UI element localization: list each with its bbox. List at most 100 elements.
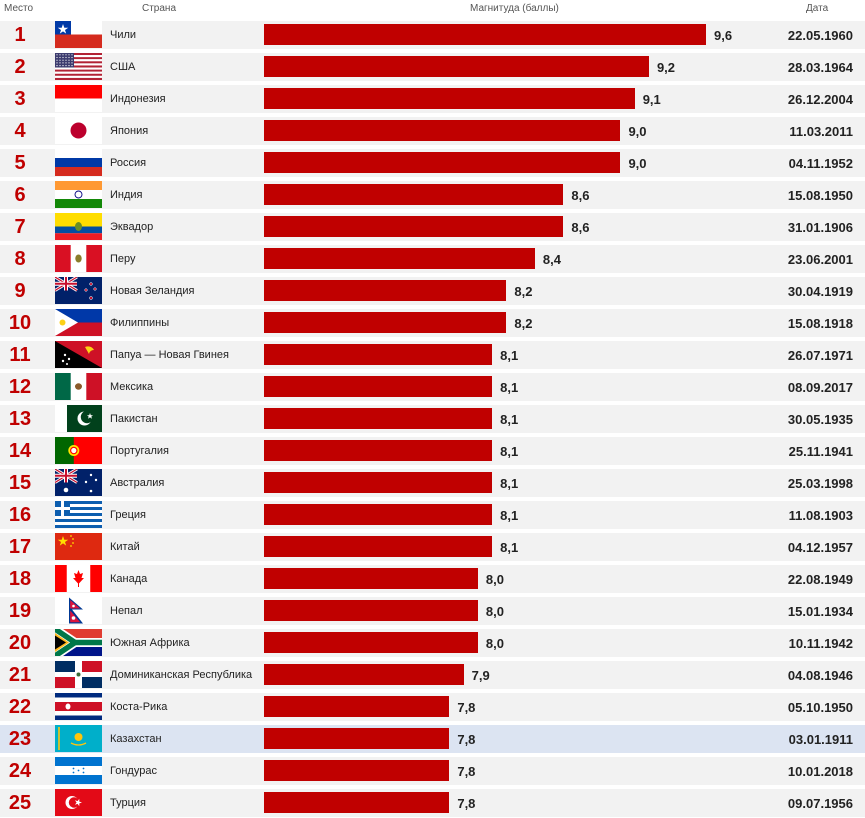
magnitude-bar: [264, 568, 478, 589]
country-label: Доминиканская Республика: [110, 669, 253, 681]
magnitude-bar: [264, 632, 478, 653]
magnitude-bar: [264, 376, 493, 397]
date-label: 10.11.1942: [788, 636, 853, 651]
magnitude-bar: [264, 152, 621, 173]
rank-label: 11: [9, 344, 31, 366]
date-label: 26.12.2004: [787, 92, 853, 107]
table-row: 23 Казахстан 7,8 03.01.1911: [0, 725, 865, 753]
india-flag: [55, 181, 102, 208]
country-label: Мексика: [110, 381, 154, 393]
australia-flag: [55, 469, 102, 496]
new-zealand-flag: [55, 277, 102, 304]
date-label: 22.08.1949: [787, 572, 853, 587]
table-row: 12 Мексика 8,1 08.09.2017: [0, 373, 865, 401]
country-label: Южная Африка: [110, 637, 190, 649]
country-label: Казахстан: [110, 733, 162, 745]
date-label: 04.08.1946: [787, 668, 853, 683]
magnitude-value-label: 8,2: [514, 284, 533, 299]
country-label: Россия: [110, 157, 147, 169]
magnitude-bar: [264, 408, 493, 429]
rank-label: 21: [8, 664, 32, 686]
country-label: Папуа — Новая Гвинея: [110, 349, 229, 361]
magnitude-bar: [264, 504, 493, 525]
table-row: 22 Коста-Рика 7,8 05.10.1950: [0, 693, 865, 721]
magnitude-bar: [264, 344, 493, 365]
papua-new-guinea-flag: [55, 341, 102, 368]
magnitude-value-label: 7,8: [457, 732, 476, 747]
rank-label: 22: [8, 696, 32, 718]
costa-rica-flag: [55, 693, 102, 720]
country-label: Португалия: [110, 445, 169, 457]
table-row: 2 США 9,2 28.03.1964: [0, 53, 865, 81]
rank-label: 19: [8, 600, 32, 622]
table-row: 3 Индонезия 9,1 26.12.2004: [0, 85, 865, 113]
magnitude-bar: [264, 600, 478, 621]
dominican-republic-flag: [55, 661, 102, 688]
table-row: 10 Филиппины 8,2 15.08.1918: [0, 309, 865, 337]
magnitude-bar: [264, 120, 621, 141]
rank-label: 16: [8, 504, 32, 526]
rank-label: 9: [14, 280, 26, 302]
japan-flag: [55, 117, 102, 144]
rank-label: 24: [8, 760, 32, 782]
rank-label: 10: [8, 312, 32, 334]
date-label: 26.07.1971: [787, 348, 853, 363]
date-label: 03.01.1911: [788, 732, 853, 747]
rank-label: 8: [14, 248, 26, 270]
magnitude-value-label: 8,6: [571, 188, 590, 203]
magnitude-bar: [264, 536, 493, 557]
table-row: 18 Канада 8,0 22.08.1949: [0, 565, 865, 593]
rank-label: 4: [14, 120, 26, 142]
magnitude-value-label: 9,2: [656, 60, 676, 75]
magnitude-value-label: 7,8: [457, 700, 476, 715]
country-label: Китай: [110, 541, 140, 553]
magnitude-bar: [264, 728, 450, 749]
date-label: 25.11.1941: [788, 444, 853, 459]
magnitude-bar: [264, 440, 493, 461]
table-row: 16 Греция 8,1 11.08.1903: [0, 501, 865, 529]
country-label: Непал: [110, 605, 143, 617]
nepal-flag: [55, 597, 102, 624]
country-label: Австралия: [110, 477, 165, 489]
table-row: 13 Пакистан 8,1 30.05.1935: [0, 405, 865, 433]
date-label: 10.01.2018: [787, 764, 853, 779]
magnitude-value-label: 8,4: [542, 252, 561, 267]
table-row: 21 Доминиканская Республика 7,9 04.08.1946: [0, 661, 865, 689]
table-row: 7 Эквадор 8,6 31.01.1906: [0, 213, 865, 241]
rank-label: 13: [8, 408, 32, 430]
country-label: Индия: [110, 189, 143, 201]
rank-label: 12: [8, 376, 32, 398]
country-label: Индонезия: [110, 93, 166, 105]
ecuador-flag: [55, 213, 102, 240]
table-row: 6 Индия 8,6 15.08.1950: [0, 181, 865, 209]
country-label: Гондурас: [110, 765, 157, 777]
canada-flag: [55, 565, 102, 592]
philippines-flag: [55, 309, 102, 336]
table-row: 25 Турция 7,8 09.07.1956: [0, 789, 865, 817]
date-label: 09.07.1956: [787, 796, 853, 811]
table-row: 9 Новая Зеландия 8,2 30.04.1919: [0, 277, 865, 305]
peru-flag: [55, 245, 102, 272]
date-label: 25.03.1998: [787, 476, 853, 491]
rank-label: 2: [14, 56, 26, 78]
country-label: Канада: [110, 573, 148, 585]
magnitude-value-label: 8,1: [500, 444, 519, 459]
magnitude-value-label: 8,6: [571, 220, 590, 235]
rank-label: 15: [8, 472, 32, 494]
greece-flag: [55, 501, 102, 528]
magnitude-bar: [264, 312, 507, 333]
country-label: Коста-Рика: [110, 701, 168, 713]
table-row: 24 Гондурас 7,8 10.01.2018: [0, 757, 865, 785]
table-row: 14 Португалия 8,1 25.11.1941: [0, 437, 865, 465]
magnitude-value-label: 8,0: [485, 604, 504, 619]
country-label: Япония: [110, 125, 149, 137]
magnitude-bar: [264, 760, 450, 781]
table-row: 8 Перу 8,4 23.06.2001: [0, 245, 865, 273]
date-label: 11.03.2011: [789, 124, 853, 139]
country-label: Эквадор: [110, 221, 154, 233]
magnitude-value-label: 8,1: [500, 508, 519, 523]
rank-label: 5: [14, 152, 26, 174]
header-country: Страна: [142, 3, 177, 14]
date-label: 31.01.1906: [787, 220, 853, 235]
date-label: 28.03.1964: [787, 60, 853, 75]
